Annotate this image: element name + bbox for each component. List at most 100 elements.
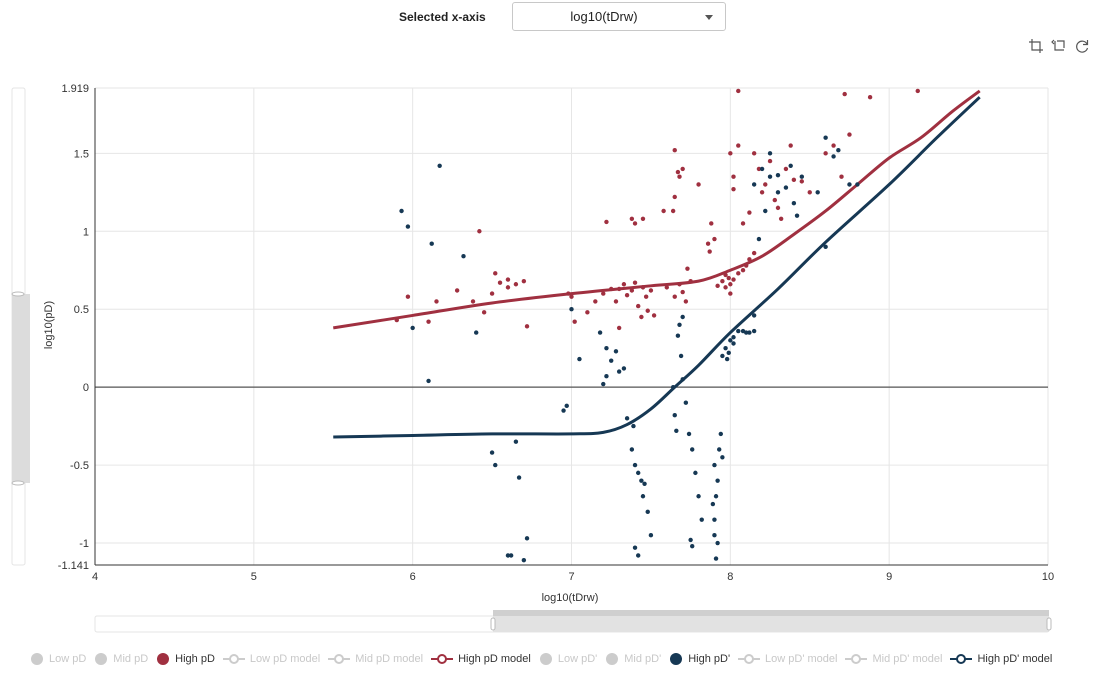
scatter-point[interactable] <box>823 244 828 250</box>
scatter-point[interactable] <box>756 236 762 242</box>
scatter-point[interactable] <box>470 299 476 304</box>
scatter-point[interactable] <box>648 533 654 538</box>
scatter-point[interactable] <box>680 166 685 172</box>
legend-item[interactable]: Mid pD <box>94 648 148 670</box>
scatter-point[interactable] <box>604 374 609 379</box>
legend-item[interactable]: Low pD <box>30 648 86 670</box>
scatter-point[interactable] <box>521 557 527 563</box>
scatter-point[interactable] <box>783 166 789 172</box>
scatter-point[interactable] <box>677 174 682 179</box>
scatter-point[interactable] <box>696 494 701 499</box>
legend-item[interactable]: High pD' <box>669 648 730 670</box>
scatter-point[interactable] <box>640 285 646 290</box>
restore-icon[interactable] <box>1074 38 1090 54</box>
scatter-point[interactable] <box>521 278 527 284</box>
scatter-point[interactable] <box>609 286 614 292</box>
scatter-point[interactable] <box>639 478 644 483</box>
scatter-point[interactable] <box>675 169 681 175</box>
scatter-point[interactable] <box>604 345 609 351</box>
scatter-point[interactable] <box>661 208 666 214</box>
scatter-point[interactable] <box>688 278 693 284</box>
scatter-point[interactable] <box>751 151 757 156</box>
scatter-point[interactable] <box>640 494 646 499</box>
scatter-point[interactable] <box>680 289 685 295</box>
scatter-point[interactable] <box>629 216 635 221</box>
scatter-point[interactable] <box>601 291 606 296</box>
scatter-point[interactable] <box>524 324 530 329</box>
legend-item[interactable]: High pD model <box>431 648 531 670</box>
scatter-point[interactable] <box>410 325 415 331</box>
scatter-point[interactable] <box>636 553 641 558</box>
scatter-point[interactable] <box>778 216 784 221</box>
scatter-point[interactable] <box>672 147 677 153</box>
scatter-point[interactable] <box>744 330 749 335</box>
scatter-point[interactable] <box>717 447 722 452</box>
scatter-point[interactable] <box>631 423 636 429</box>
scatter-point[interactable] <box>823 151 828 156</box>
scatter-point[interactable] <box>577 356 582 362</box>
scatter-point[interactable] <box>477 229 482 234</box>
scatter-point[interactable] <box>493 462 498 468</box>
y-zoom-handle-bottom[interactable] <box>11 480 25 486</box>
scatter-point[interactable] <box>513 282 519 287</box>
scatter-point[interactable] <box>794 213 800 218</box>
x-zoom-handle-right[interactable] <box>1046 617 1052 631</box>
scatter-point[interactable] <box>712 462 717 468</box>
scatter-point[interactable] <box>686 431 692 437</box>
scatter-point[interactable] <box>394 317 399 323</box>
scatter-point[interactable] <box>621 366 627 371</box>
scatter-point[interactable] <box>564 403 569 409</box>
scatter-point[interactable] <box>505 277 511 282</box>
scatter-point[interactable] <box>723 272 728 278</box>
scatter-point[interactable] <box>566 291 571 296</box>
scatter-point[interactable] <box>561 408 566 413</box>
scatter-point[interactable] <box>712 517 717 522</box>
legend-item[interactable]: High pD' model <box>950 648 1052 670</box>
scatter-point[interactable] <box>426 319 431 324</box>
scatter-point[interactable] <box>609 358 614 363</box>
scatter-point[interactable] <box>712 533 717 538</box>
scatter-point[interactable] <box>823 135 828 140</box>
scatter-point[interactable] <box>723 345 728 351</box>
scatter-point[interactable] <box>616 369 622 374</box>
scatter-point[interactable] <box>788 143 793 148</box>
scatter-point[interactable] <box>489 450 495 455</box>
scatter-point[interactable] <box>740 268 746 273</box>
scatter-point[interactable] <box>645 308 650 313</box>
legend-item[interactable]: Mid pD' model <box>845 648 942 670</box>
scatter-point[interactable] <box>710 501 716 507</box>
scatter-point[interactable] <box>613 349 619 354</box>
scatter-point[interactable] <box>731 341 736 346</box>
scatter-point[interactable] <box>855 182 860 187</box>
scatter-point[interactable] <box>731 186 736 192</box>
scatter-point[interactable] <box>767 174 773 179</box>
scatter-point[interactable] <box>437 163 442 168</box>
scatter-point[interactable] <box>680 377 685 382</box>
scatter-point[interactable] <box>399 208 404 214</box>
scatter-point[interactable] <box>474 330 479 335</box>
scatter-point[interactable] <box>767 158 773 164</box>
x-zoom-handle-left[interactable] <box>490 617 496 631</box>
scatter-point[interactable] <box>726 275 731 281</box>
scatter-point[interactable] <box>640 216 646 221</box>
scatter-point[interactable] <box>775 172 781 178</box>
scatter-point[interactable] <box>718 431 724 437</box>
scatter-point[interactable] <box>629 447 635 452</box>
scatter-point[interactable] <box>678 353 684 359</box>
scatter-point[interactable] <box>747 210 752 215</box>
scatter-point[interactable] <box>672 412 677 418</box>
scatter-point[interactable] <box>505 285 511 290</box>
scatter-point[interactable] <box>759 190 765 195</box>
scatter-point[interactable] <box>632 280 638 285</box>
scatter-point[interactable] <box>699 517 704 522</box>
scatter-point[interactable] <box>791 177 797 183</box>
scatter-point[interactable] <box>569 294 574 299</box>
scatter-point[interactable] <box>724 356 730 362</box>
scatter-point[interactable] <box>728 282 733 287</box>
scatter-point[interactable] <box>775 205 781 211</box>
scatter-point[interactable] <box>524 536 530 541</box>
scatter-point[interactable] <box>728 338 733 343</box>
scatter-point[interactable] <box>683 299 689 304</box>
scatter-point[interactable] <box>636 303 641 309</box>
scatter-point[interactable] <box>815 190 820 195</box>
